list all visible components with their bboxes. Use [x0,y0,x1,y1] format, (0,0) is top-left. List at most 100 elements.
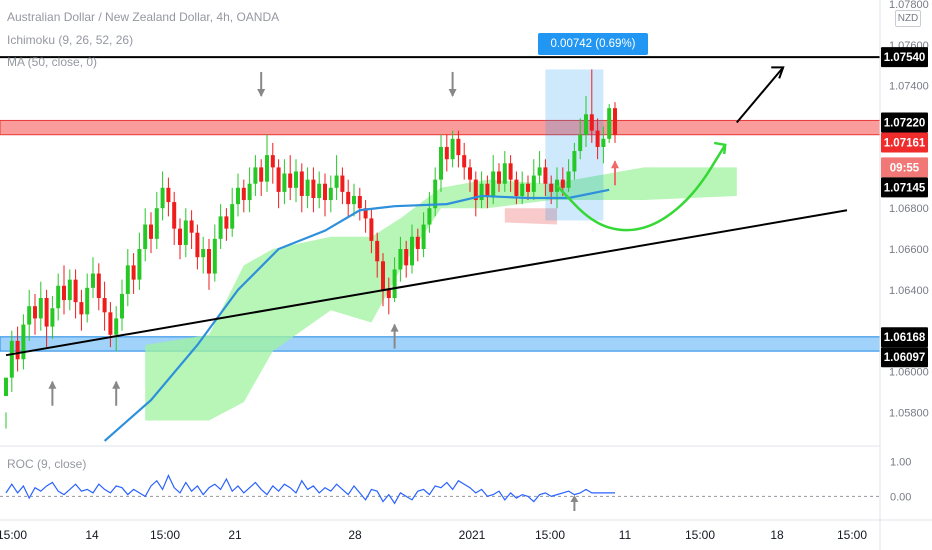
ma-legend[interactable]: MA (50, close, 0) [7,55,98,69]
price-label-bg [881,47,928,68]
candle-body [44,298,49,327]
candle-body [91,273,95,288]
time-tick: 15:00 [0,528,27,542]
trend-arrow-head [771,66,785,79]
price-labels: 1.07540 1.07220 1.07161 09:55 1.07145 1.06168… [881,47,928,368]
price-label: 09:55 [890,162,920,174]
candle-body [166,187,171,203]
candle-body [433,179,438,209]
candle-body [56,285,61,309]
candle-body [595,130,600,147]
candle-body [218,216,223,239]
candle-body [363,208,368,219]
candle-body [369,218,374,241]
candle-body [212,238,217,274]
trend-arrow-line [736,66,784,124]
candle-body [201,249,206,258]
price-label-bg [881,327,928,348]
candle-body [607,108,612,139]
measure-label: 0.00742 (0.69%) 74.2 [538,33,648,72]
candle-body [230,204,235,229]
candle-body [247,183,252,201]
candle-body [125,265,130,294]
roc-legend[interactable]: ROC (9, close) [7,457,87,471]
candle-body [195,232,200,258]
price-label-bg [881,157,928,178]
projection-arrow-head [713,141,727,155]
time-tick: 2021 [459,528,486,542]
candle-body [21,324,26,360]
price-tick: 1.05800 [889,407,929,419]
candle-body [537,167,542,176]
down-arrow-head [448,88,457,97]
candle-body [404,249,409,266]
roc-tick: 0.00 [890,491,911,503]
candle-body [357,195,362,209]
support-zone [0,336,881,352]
candle-body [456,138,461,156]
candle-body [224,216,229,229]
cloud-green [145,167,737,421]
roc-tick: 1.00 [890,457,911,469]
time-tick: 14 [85,528,99,542]
time-tick: 15:00 [150,528,180,542]
candle-body [294,171,298,188]
candle-body [114,318,119,335]
candle-body [386,289,391,299]
candle-body [549,183,554,192]
price-label: 1.06097 [884,352,926,364]
projection-curve [556,144,727,232]
candle-body [543,167,548,184]
price-label: 1.07540 [884,52,926,64]
candle-body [613,108,617,135]
arrows-layer [48,71,619,406]
candle-body [497,171,501,184]
time-tick: 21 [228,528,242,542]
candle-body [520,183,525,196]
candle-body [462,155,467,168]
candle-body [578,134,583,152]
candle-body [346,191,351,205]
time-tick: 18 [770,528,784,542]
candle-body [392,269,397,299]
symbol-title[interactable]: Australian Dollar / New Zealand Dollar, … [7,10,280,24]
red-up-arrow-head [611,160,619,169]
price-tick: 1.06400 [889,285,929,297]
currency-badge[interactable]: NZD [895,10,921,27]
candle-body [73,279,78,303]
down-arrow-head [257,88,266,97]
price-tick: 1.07400 [889,81,929,93]
candle-body [502,163,507,184]
price-label: 1.07161 [884,137,926,149]
roc-up-arrow-head [570,495,579,502]
trendline [5,209,848,357]
candle-body [160,187,165,209]
candle-body [589,114,594,131]
candle-body [352,195,356,205]
time-tick: 15:00 [685,528,715,542]
time-tick: 15:00 [837,528,867,542]
roc-pane: 1.00 0.00 [0,445,911,511]
time-tick: 11 [619,528,632,542]
price-tick: 1.06600 [889,244,929,256]
candle-body [305,179,310,196]
price-label-bg [881,132,928,153]
candles-layer [4,69,617,429]
candle-body [282,173,287,192]
candle-body [491,171,496,196]
candle-body [9,340,14,378]
price-tick: 1.07800 [889,0,929,11]
ichimoku-legend[interactable]: Ichimoku (9, 26, 52, 26) [7,33,134,47]
price-tick: 1.06000 [889,367,929,379]
price-tick: 1.06800 [889,203,929,215]
cloud-red [504,208,557,225]
candle-body [183,220,188,245]
time-tick: 28 [348,528,362,542]
candle-body [62,285,66,301]
up-arrow-head [390,323,399,332]
candle-body [108,312,113,335]
candle-body [328,187,333,201]
candle-body [415,236,420,250]
moving-average-line [103,188,610,442]
